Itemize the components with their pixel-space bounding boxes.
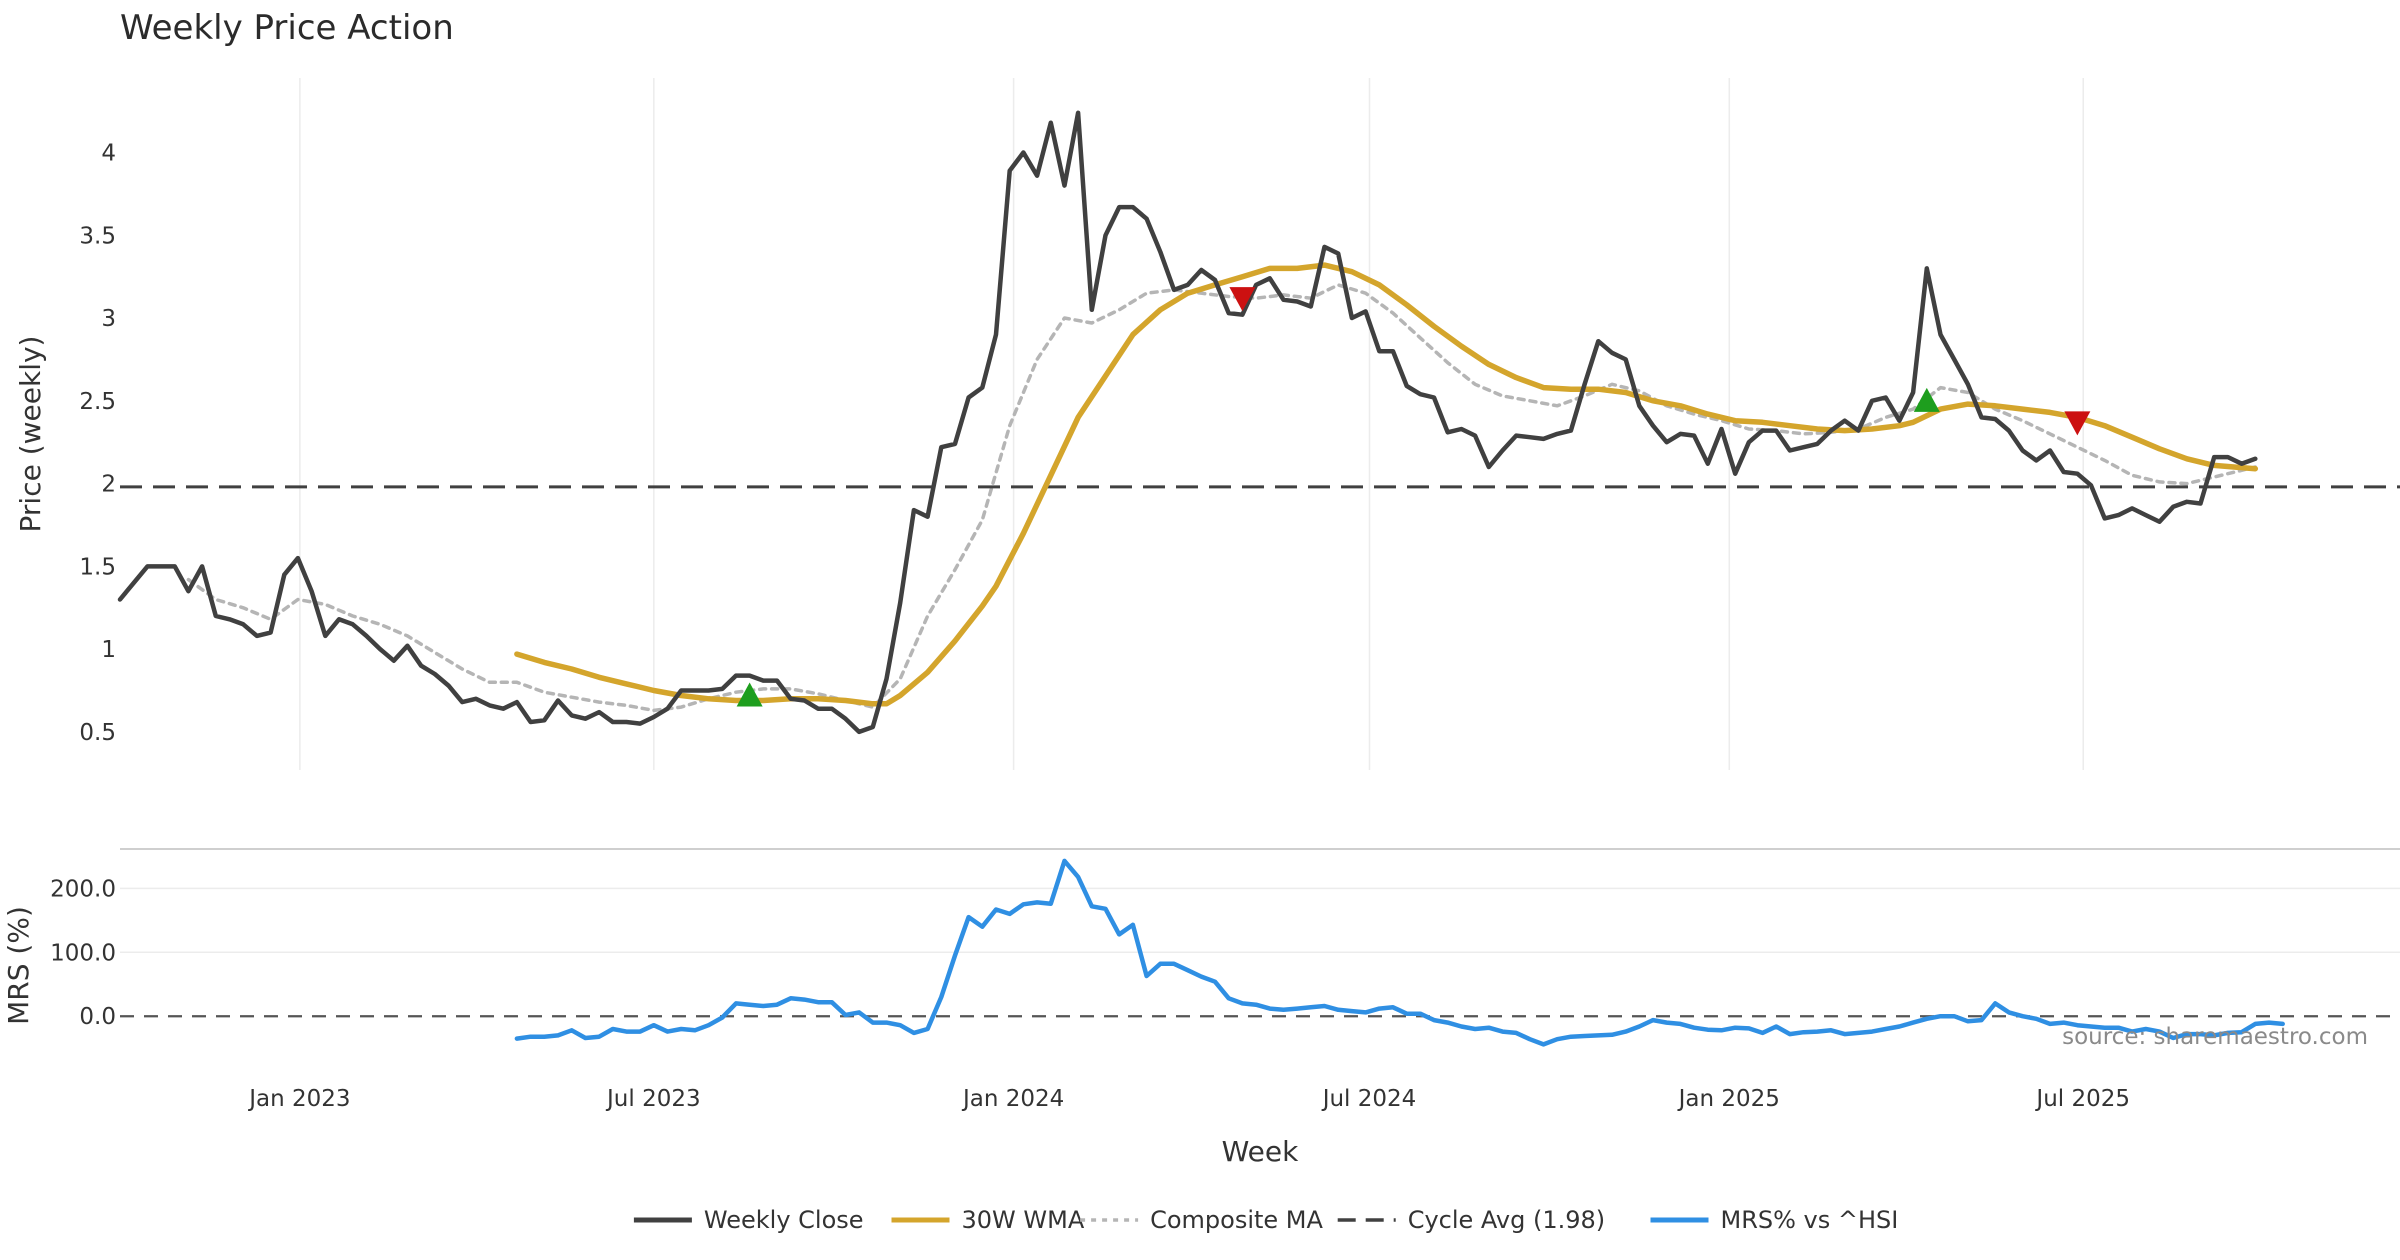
chart-title: Weekly Price Action xyxy=(120,8,454,48)
price-y-axis-label: Price (weekly) xyxy=(14,336,47,533)
wma-30w-line xyxy=(514,262,2259,707)
mrs-grid xyxy=(120,887,2400,954)
sell-signal-marker xyxy=(2064,411,2091,436)
mrs-line xyxy=(514,858,2285,1047)
price-y-tick-label: 2 xyxy=(101,472,116,498)
composite-ma-line xyxy=(186,283,2258,713)
mrs-y-axis: 0.0 100.0 200.0 xyxy=(50,876,116,1030)
price-y-axis: 0.5 1 1.5 2 2.5 3 3.5 4 xyxy=(79,140,116,745)
sell-signal-marker xyxy=(1229,287,1256,312)
x-axis: Jan 2023 Jul 2023 Jan 2024 Jul 2024 Jan 2025… xyxy=(247,1086,2130,1112)
legend-item: MRS% vs ^HSI xyxy=(1650,1206,1899,1234)
price-y-tick-label: 0.5 xyxy=(79,720,116,746)
price-y-tick-label: 4 xyxy=(101,140,116,166)
price-y-tick-label: 3.5 xyxy=(79,223,116,249)
mrs-y-tick-label: 100.0 xyxy=(50,940,116,966)
x-tick-label: Jul 2025 xyxy=(2034,1086,2130,1112)
x-tick-label: Jan 2023 xyxy=(247,1086,350,1112)
x-axis-label: Week xyxy=(1222,1135,1299,1168)
legend-label: Composite MA xyxy=(1150,1206,1323,1234)
price-y-tick-label: 1.5 xyxy=(79,554,116,580)
price-y-tick-label: 2.5 xyxy=(79,389,116,415)
buy-signal-marker xyxy=(736,682,763,707)
price-series-group xyxy=(117,110,2400,735)
x-tick-label: Jul 2024 xyxy=(1321,1086,1417,1112)
legend: Weekly Close 30W WMA Composite MA Cycle Avg… xyxy=(633,1206,1899,1234)
mrs-y-axis-label: MRS (%) xyxy=(2,906,35,1025)
legend-label: 30W WMA xyxy=(962,1206,1085,1234)
x-tick-label: Jan 2024 xyxy=(961,1086,1064,1112)
legend-label: Cycle Avg (1.98) xyxy=(1408,1206,1605,1234)
price-y-tick-label: 3 xyxy=(101,306,116,332)
weekly-close-line xyxy=(117,110,2258,735)
legend-item: Cycle Avg (1.98) xyxy=(1337,1206,1605,1234)
legend-label: MRS% vs ^HSI xyxy=(1721,1206,1899,1234)
legend-item: Weekly Close xyxy=(633,1206,864,1234)
mrs-series-group xyxy=(120,858,2400,1047)
source-note: source: sharemaestro.com xyxy=(2062,1024,2368,1050)
x-tick-label: Jul 2023 xyxy=(605,1086,701,1112)
x-tick-label: Jan 2025 xyxy=(1677,1086,1780,1112)
price-y-tick-label: 1 xyxy=(101,637,116,663)
mrs-y-tick-label: 0.0 xyxy=(79,1004,116,1030)
legend-label: Weekly Close xyxy=(704,1206,864,1234)
legend-item: 30W WMA xyxy=(891,1206,1085,1234)
mrs-y-tick-label: 200.0 xyxy=(50,876,116,902)
signal-markers xyxy=(736,287,2091,707)
buy-signal-marker xyxy=(1913,387,1940,412)
legend-item: Composite MA xyxy=(1080,1206,1324,1234)
